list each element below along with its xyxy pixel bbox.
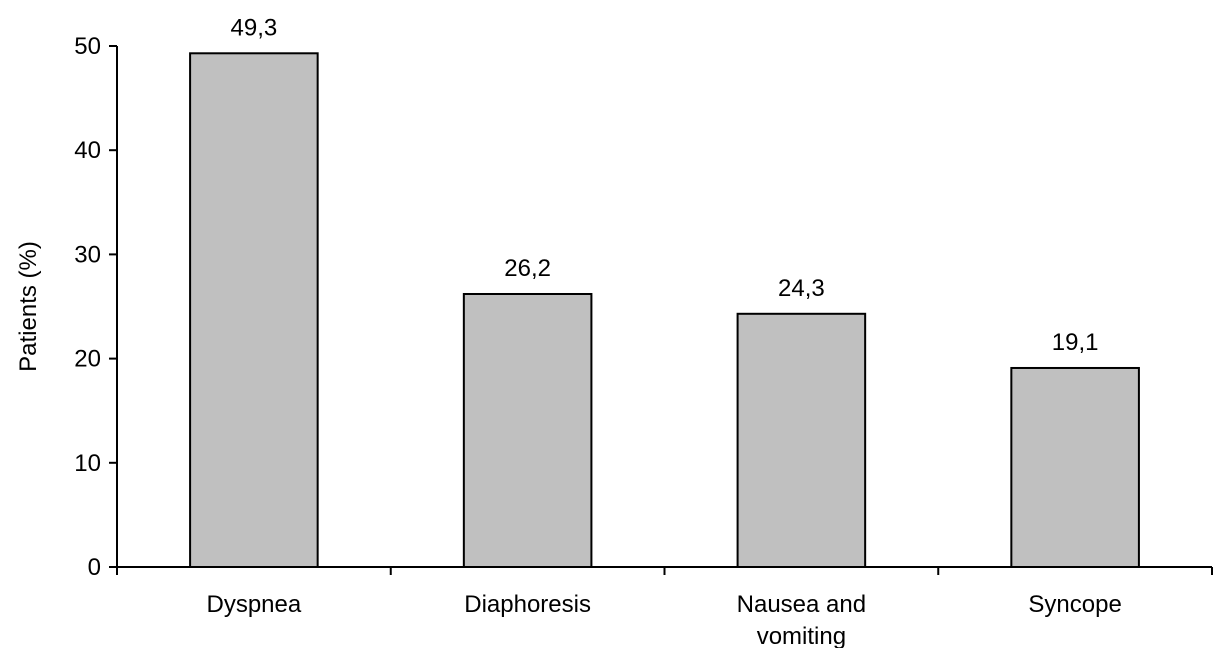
x-category-label: Nausea and vomiting [737, 591, 866, 648]
y-tick-label: 20 [74, 346, 101, 373]
bar-diaphoresis [462, 292, 593, 568]
x-ticks [116, 567, 1213, 575]
bar-dyspnea [189, 52, 319, 568]
x-category-label-line: vomiting [757, 623, 846, 648]
bars-layer [189, 52, 1140, 568]
value-labels: 49,3 26,2 24,3 19,1 [231, 14, 1099, 356]
x-category-label-line: Syncope [1028, 591, 1121, 618]
x-category-label-line: Nausea and [737, 591, 866, 618]
x-category-label: Syncope [1028, 591, 1121, 618]
category-labels: Dyspnea Diaphoresis Nausea and vomiting Sync… [207, 591, 1122, 648]
y-tick-label: 40 [74, 137, 101, 164]
bar-nausea-and-vomiting [736, 312, 867, 568]
y-axis-label: Patients (%) [15, 241, 42, 372]
x-category-label: Diaphoresis [464, 591, 591, 618]
y-tick-label: 0 [88, 554, 101, 581]
x-category-label: Dyspnea [207, 591, 302, 618]
x-category-label-line: Dyspnea [207, 591, 302, 618]
y-tick-label: 50 [74, 33, 101, 60]
bar-value-label: 26,2 [504, 255, 551, 282]
bar-value-label: 24,3 [778, 275, 825, 302]
y-ticks: 0 10 20 30 40 50 [74, 33, 117, 581]
x-category-label-line: Diaphoresis [464, 591, 591, 618]
bar-syncope [1010, 366, 1140, 568]
y-tick-label: 10 [74, 450, 101, 477]
bar-value-label: 49,3 [231, 14, 278, 41]
bar-value-label: 19,1 [1052, 329, 1099, 356]
y-tick-label: 30 [74, 241, 101, 268]
